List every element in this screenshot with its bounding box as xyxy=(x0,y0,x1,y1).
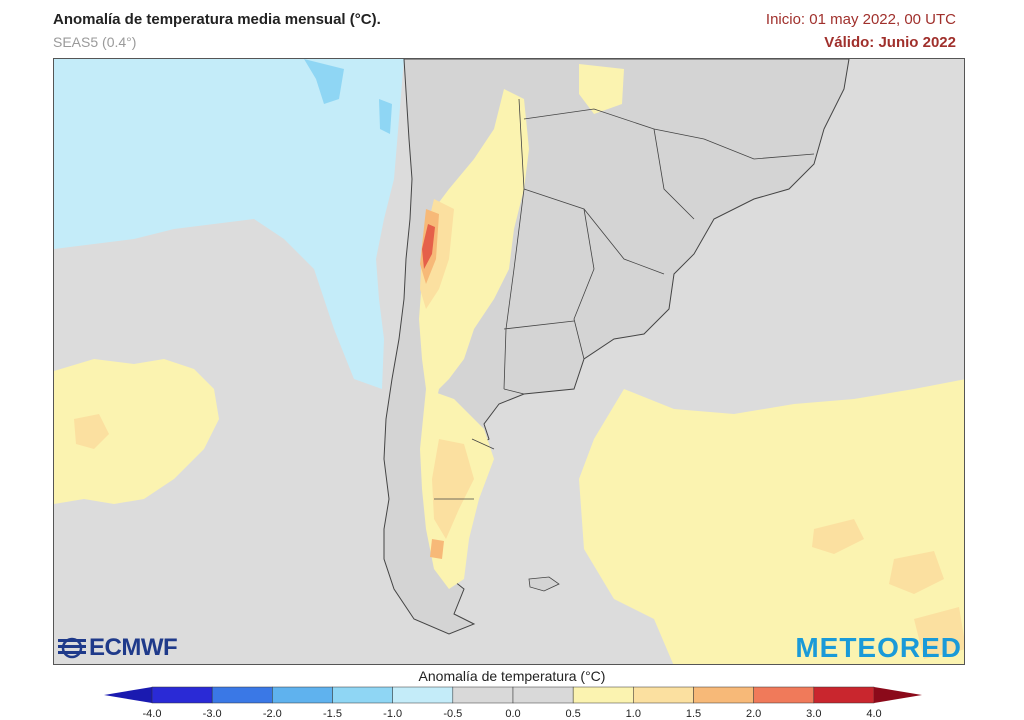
cold-anomaly-pacific xyxy=(54,59,404,389)
warm-anomaly-north xyxy=(579,64,624,114)
colorbar-segment xyxy=(572,686,634,704)
colorbar-high-arrow xyxy=(874,687,922,703)
colorbar-segment xyxy=(693,686,754,704)
colorbar-segment xyxy=(211,686,273,704)
colorbar-segment xyxy=(272,686,333,704)
colorbar-tick-label: -4.0 xyxy=(142,708,162,720)
ecmwf-emblem-icon xyxy=(58,637,86,659)
init-date: Inicio: 01 may 2022, 00 UTC xyxy=(765,11,956,28)
falkland-islands xyxy=(528,576,560,592)
warm-patch-west-pacific xyxy=(74,414,109,449)
colorbar-tick-label: 4.0 xyxy=(866,708,882,720)
meteored-logo: METEORED xyxy=(795,632,962,663)
warm-patch-atlantic-3 xyxy=(914,607,964,659)
warm-spot-patagonia xyxy=(430,539,444,559)
colorbar-tick-label: 1.5 xyxy=(685,708,702,720)
anomaly-map: ECMWF METEORED xyxy=(53,58,965,665)
colorbar-tick-label: 1.0 xyxy=(625,708,641,720)
ecmwf-text: ECMWF xyxy=(89,634,178,661)
colorbar xyxy=(104,686,922,704)
valid-period: Válido: Junio 2022 xyxy=(824,34,956,51)
cold-anomaly-core xyxy=(304,59,344,104)
colorbar-tick-label: 3.0 xyxy=(806,708,822,720)
colorbar-segment xyxy=(452,686,514,704)
colorbar-low-arrow xyxy=(104,687,152,703)
map-title: Anomalía de temperatura media mensual (°… xyxy=(53,11,381,28)
warm-patch-atlantic-1 xyxy=(812,519,864,554)
colorbar-tick-label: -1.5 xyxy=(323,708,342,720)
colorbar-segment xyxy=(332,686,393,704)
cold-anomaly-small xyxy=(379,99,392,134)
model-label: SEAS5 (0.4°) xyxy=(53,34,137,50)
legend-title: Anomalía de temperatura (°C) xyxy=(418,668,606,684)
colorbar-segment xyxy=(633,686,694,704)
colorbar-segment xyxy=(392,686,454,704)
colorbar-segment xyxy=(151,686,213,704)
warm-anomaly-andes xyxy=(419,89,529,419)
colorbar-segment xyxy=(512,686,574,704)
colorbar-segment xyxy=(813,686,875,704)
colorbar-tick-label: 0.5 xyxy=(565,708,581,720)
colorbar-tick-label: -2.0 xyxy=(262,708,282,720)
colorbar-tick-label: -3.0 xyxy=(202,708,222,720)
warm-anomaly-south-atlantic xyxy=(579,379,964,664)
colorbar-tick-label: 2.0 xyxy=(746,708,762,720)
warm-red-andes xyxy=(422,224,435,269)
colorbar-segment xyxy=(753,686,815,704)
ecmwf-logo: ECMWF xyxy=(58,634,178,662)
colorbar-tick-label: -0.5 xyxy=(443,708,463,720)
country-borders xyxy=(434,98,815,500)
colorbar-tick-label: -1.0 xyxy=(383,708,403,720)
warm-anomaly-west-pacific xyxy=(54,359,219,504)
warm-patch-atlantic-2 xyxy=(889,551,944,594)
colorbar-tick-label: 0.0 xyxy=(505,708,521,720)
warm-core-patagonia xyxy=(432,439,474,539)
